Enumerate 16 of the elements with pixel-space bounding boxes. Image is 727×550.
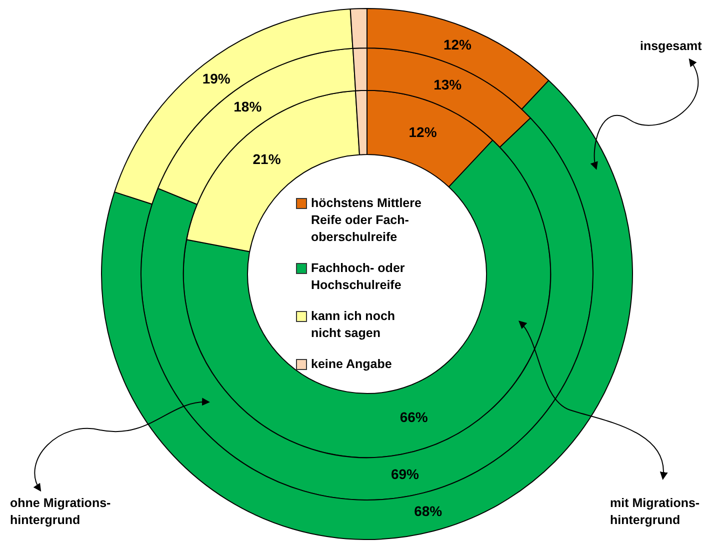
data-label: 66% — [400, 408, 428, 425]
legend-label: höchstens Mittlere Reife oder Fach- oberschulreife — [311, 195, 422, 246]
data-label: 69% — [390, 466, 420, 482]
text: insgesamt — [640, 38, 702, 55]
legend-label: Fachhoch- oder Hochschulreife — [311, 260, 405, 294]
text: mit Migrations- hintergrund — [610, 495, 700, 529]
data-label: 12% — [443, 36, 472, 52]
data-label: 13% — [434, 76, 462, 93]
text: ohne Migrations- hintergrund — [10, 495, 111, 529]
data-label: 19% — [202, 70, 231, 87]
legend-label: keine Angabe — [311, 356, 392, 373]
data-label: 18% — [234, 98, 262, 114]
data-label: 21% — [252, 151, 282, 168]
data-label: 12% — [408, 124, 438, 140]
legend-label: kann ich noch nicht sagen — [311, 308, 396, 342]
data-label: 68% — [414, 502, 443, 519]
